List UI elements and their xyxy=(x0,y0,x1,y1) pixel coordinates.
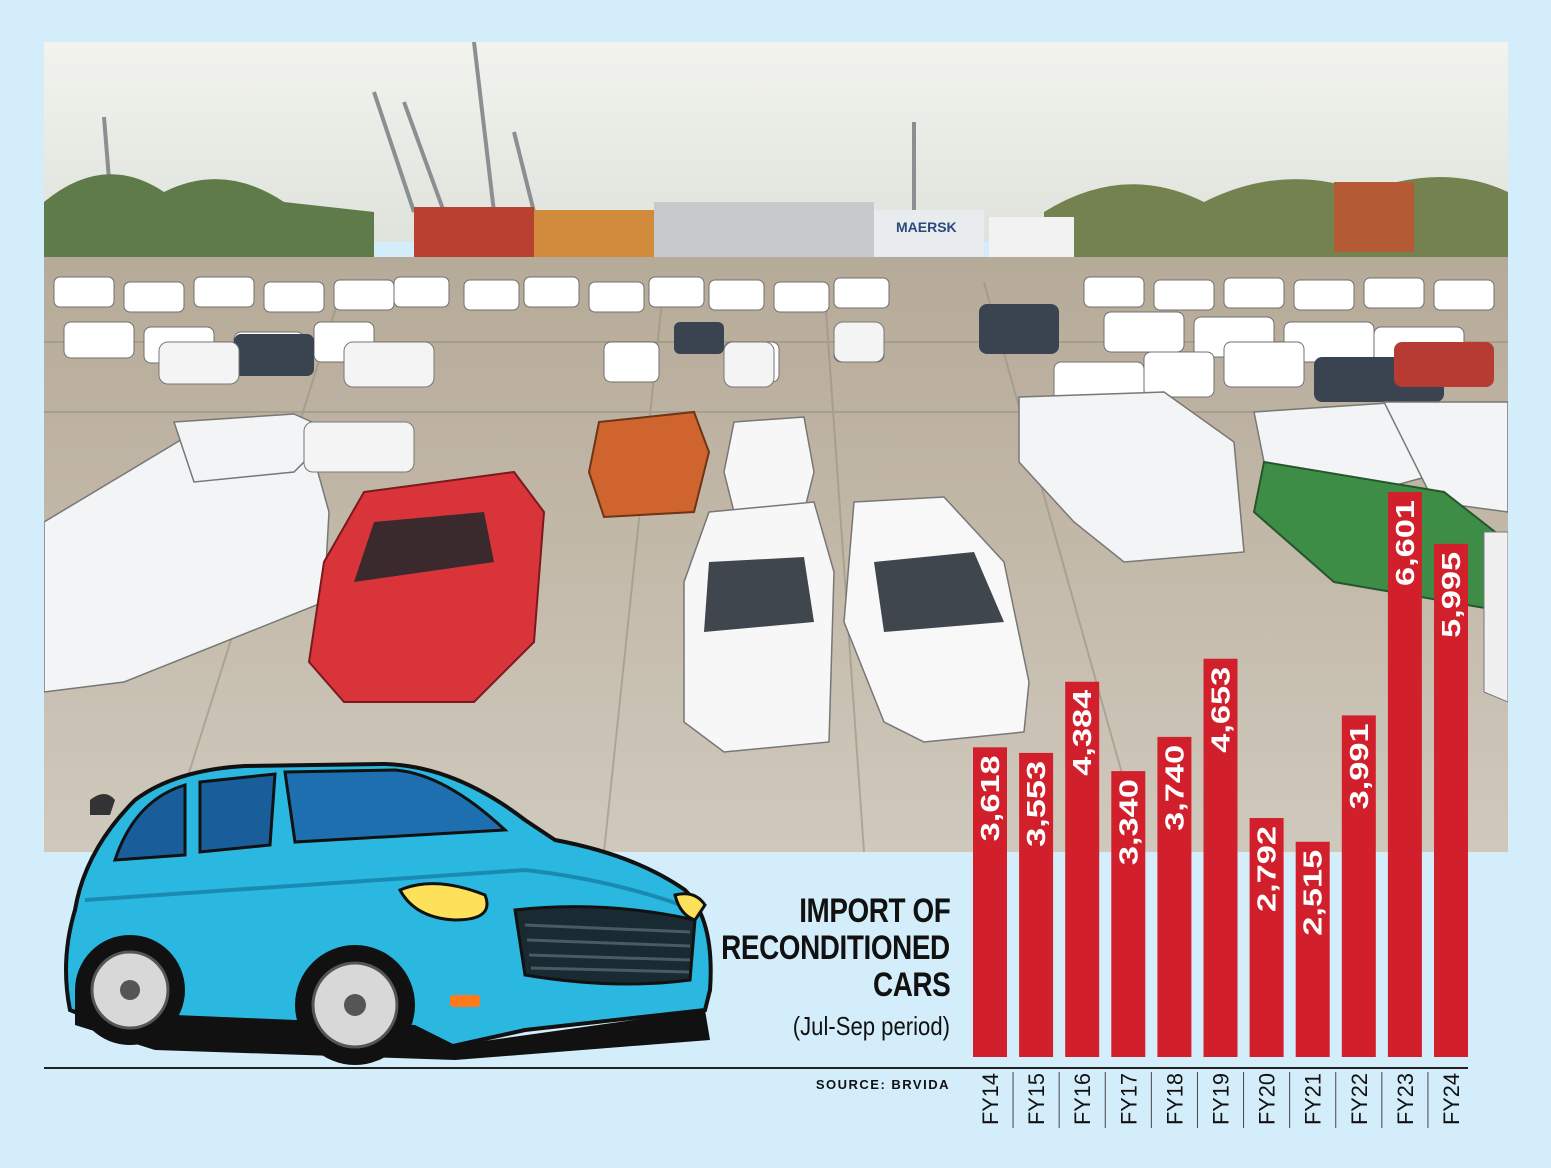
value-label-fy23: 6,601 xyxy=(1390,500,1420,586)
chart-subtitle: (Jul-Sep period) xyxy=(792,1011,950,1041)
bar-fy18 xyxy=(1157,736,1192,1057)
bar-fy19 xyxy=(1203,658,1238,1057)
chart-source: SOURCE: BRVIDA xyxy=(815,1077,950,1092)
bar-fy16 xyxy=(1065,681,1100,1057)
value-label-fy18: 3,740 xyxy=(1159,745,1189,831)
bar-fy17 xyxy=(1111,771,1146,1057)
value-label-fy15: 3,553 xyxy=(1021,761,1051,847)
bar-fy21 xyxy=(1295,841,1330,1057)
value-label-fy20: 2,792 xyxy=(1252,826,1282,912)
bar-fy15 xyxy=(1019,752,1054,1057)
category-label-fy20: FY20 xyxy=(1255,1073,1280,1125)
maersk-sign: MAERSK xyxy=(896,219,957,235)
category-label-fy18: FY18 xyxy=(1162,1073,1187,1125)
value-label-fy22: 3,991 xyxy=(1344,723,1374,809)
bar-fy14 xyxy=(973,747,1007,1057)
blue-car-illustration xyxy=(64,761,713,1065)
value-label-fy14: 3,618 xyxy=(975,755,1005,841)
category-label-fy16: FY16 xyxy=(1070,1073,1095,1125)
category-label-fy22: FY22 xyxy=(1347,1073,1372,1125)
parking-lot-photo: MAERSK xyxy=(44,42,1508,852)
bar-fy23 xyxy=(1387,492,1422,1057)
bar-fy20 xyxy=(1249,818,1284,1057)
chart-title-line-3: CARS xyxy=(872,966,951,1004)
category-label-fy21: FY21 xyxy=(1301,1073,1326,1125)
category-label-fy24: FY24 xyxy=(1439,1073,1464,1125)
category-label-fy17: FY17 xyxy=(1116,1073,1141,1125)
value-label-fy24: 5,995 xyxy=(1436,552,1466,638)
bar-fy24 xyxy=(1434,543,1468,1057)
baseline-rule xyxy=(44,1067,1468,1069)
category-label-fy14: FY14 xyxy=(978,1073,1003,1125)
chart-title-line-2: RECONDITIONED xyxy=(721,929,950,967)
chart-title-line-1: IMPORT OF xyxy=(798,892,951,930)
value-label-fy19: 4,653 xyxy=(1206,667,1236,753)
value-label-fy16: 4,384 xyxy=(1067,689,1097,776)
bar-fy22 xyxy=(1341,715,1376,1057)
category-label-fy15: FY15 xyxy=(1024,1073,1049,1125)
value-label-fy21: 2,515 xyxy=(1298,850,1328,936)
category-label-fy23: FY23 xyxy=(1393,1073,1418,1125)
value-label-fy17: 3,340 xyxy=(1113,779,1143,865)
category-label-fy19: FY19 xyxy=(1209,1073,1234,1125)
